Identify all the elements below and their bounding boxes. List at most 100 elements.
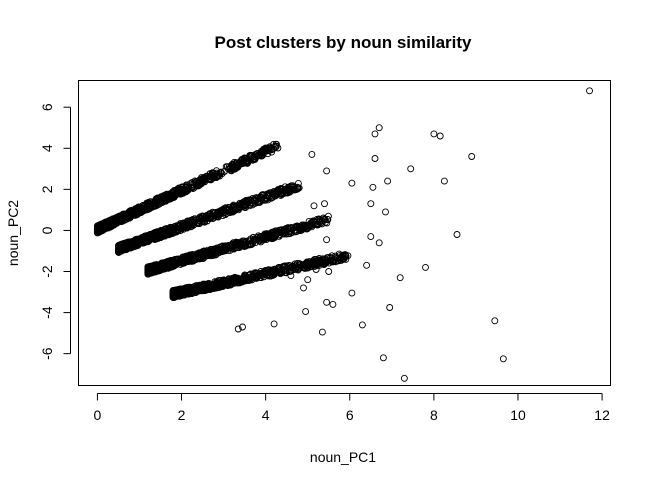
y-tick-label: -4	[39, 306, 55, 319]
scatter-point	[224, 165, 232, 173]
scatter-point	[287, 224, 295, 232]
scatter-point	[206, 285, 214, 293]
scatter-point	[259, 191, 267, 199]
scatter-point	[195, 254, 203, 262]
scatter-point	[257, 238, 265, 246]
scatter-point	[384, 177, 392, 185]
scatter-point	[189, 185, 197, 193]
scatter-point	[325, 268, 333, 275]
scatter-point	[304, 276, 312, 284]
y-tick-label: 2	[39, 185, 55, 193]
scatter-point	[175, 289, 183, 297]
y-tick-label: -2	[39, 265, 55, 278]
scatter-point	[342, 251, 350, 259]
scatter-point	[228, 275, 236, 282]
scatter-point	[382, 208, 389, 216]
scatter-point	[386, 304, 394, 311]
scatter-point	[224, 281, 231, 289]
scatter-point	[321, 258, 329, 266]
scatter-point	[228, 160, 236, 168]
scatter-point	[220, 245, 228, 253]
scatter-point	[173, 286, 181, 294]
scatter-point	[249, 153, 257, 161]
scatter-point	[145, 200, 152, 208]
scatter-point	[204, 214, 212, 222]
scatter-point	[111, 214, 119, 222]
scatter-point	[215, 283, 223, 291]
scatter-point	[133, 208, 141, 216]
scatter-point	[491, 317, 499, 325]
scatter-point	[162, 197, 170, 204]
scatter-point	[209, 169, 216, 177]
scatter-point	[257, 195, 265, 203]
scatter-point	[186, 251, 194, 259]
scatter-point	[120, 211, 128, 218]
scatter-point	[358, 321, 366, 329]
scatter-point	[290, 264, 298, 272]
scatter-point	[213, 170, 221, 178]
scatter-point	[242, 202, 250, 210]
scatter-point	[205, 175, 213, 183]
scatter-point	[328, 257, 336, 265]
scatter-point	[172, 191, 180, 198]
scatter-point	[151, 262, 159, 270]
scatter-point	[121, 242, 129, 250]
scatter-point	[286, 262, 294, 270]
scatter-point	[144, 270, 152, 278]
scatter-point	[168, 226, 176, 234]
scatter-point	[310, 202, 318, 210]
scatter-point	[278, 190, 286, 198]
scatter-point	[300, 261, 308, 269]
scatter-point	[163, 264, 171, 271]
scatter-point	[586, 87, 593, 95]
scatter-point	[249, 238, 257, 246]
scatter-point	[249, 201, 256, 209]
y-axis: -6 -4 -2 0 2 4 6	[39, 103, 71, 360]
scatter-point	[217, 169, 225, 177]
scatter-point	[124, 213, 132, 221]
scatter-point	[280, 226, 288, 234]
scatter-point	[104, 219, 112, 227]
scatter-point	[189, 219, 197, 227]
scatter-point	[252, 194, 260, 202]
scatter-point	[323, 167, 331, 175]
scatter-point	[195, 220, 203, 228]
scatter-point	[209, 214, 217, 222]
scatter-point	[134, 240, 142, 248]
scatter-point	[308, 219, 316, 227]
scatter-point	[201, 281, 209, 289]
scatter-point	[254, 232, 262, 240]
scatter-point	[97, 225, 105, 233]
scatter-point	[371, 130, 379, 138]
scatter-point	[468, 153, 476, 160]
scatter-point	[242, 158, 250, 166]
x-tick-label: 10	[510, 407, 526, 423]
scatter-point	[273, 267, 281, 275]
scatter-point	[180, 259, 188, 267]
scatter-point	[283, 185, 291, 193]
scatter-point	[285, 230, 293, 238]
scatter-point	[258, 152, 266, 160]
scatter-point	[375, 239, 383, 247]
x-axis-label: noun_PC1	[310, 449, 376, 465]
scatter-point	[149, 202, 157, 210]
scatter-point	[172, 228, 180, 236]
scatter-point	[363, 261, 371, 269]
scatter-point	[152, 266, 160, 274]
scatter-point	[196, 213, 204, 221]
scatter-point	[348, 179, 356, 187]
scatter-point	[400, 374, 408, 382]
scatter-point	[324, 212, 332, 220]
scatter-point	[196, 176, 204, 184]
scatter-point	[126, 243, 134, 251]
scatter-point	[453, 231, 461, 238]
y-tick-label: 6	[39, 103, 55, 111]
x-tick-label: 4	[262, 407, 270, 423]
scatter-point	[145, 268, 153, 275]
scatter-point	[190, 218, 198, 226]
scatter-point	[270, 320, 278, 328]
scatter-point	[197, 180, 205, 188]
scatter-point	[440, 177, 448, 185]
scatter-point	[218, 208, 226, 215]
scatter-point	[174, 222, 182, 230]
